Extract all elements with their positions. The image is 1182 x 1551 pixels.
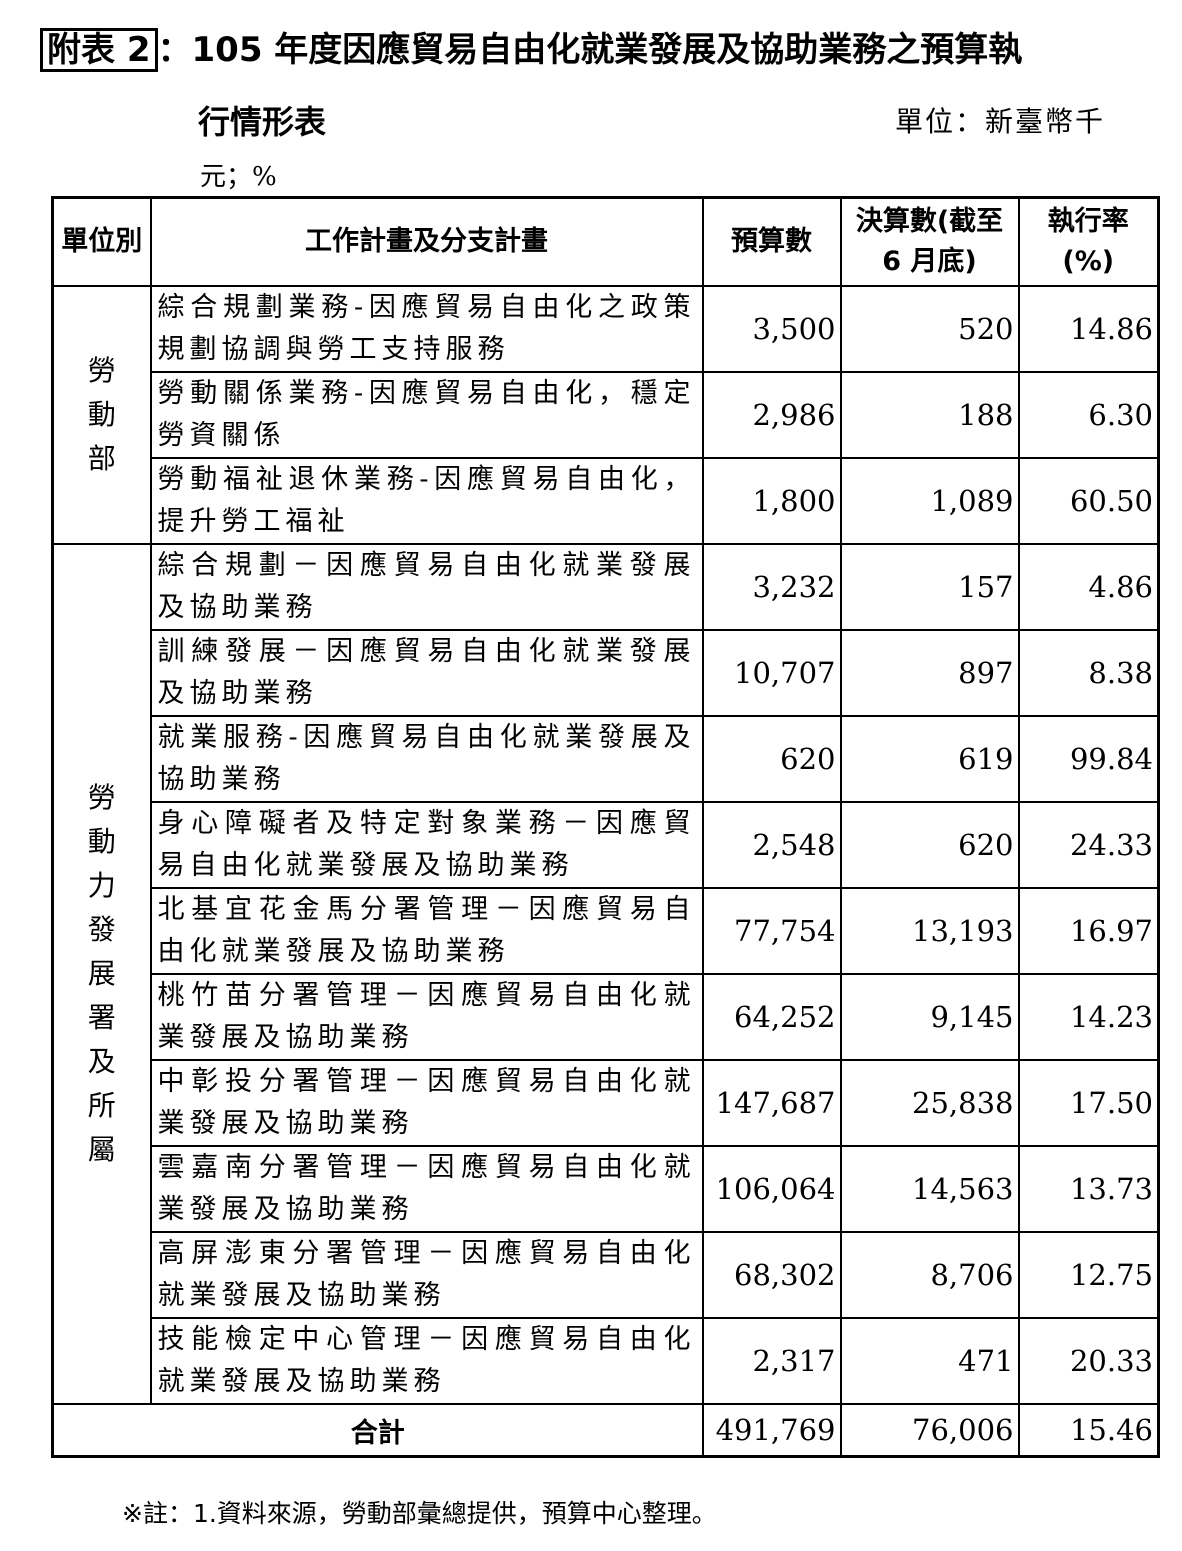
rate-cell: 4.86 xyxy=(1017,543,1160,631)
rate-cell: 24.33 xyxy=(1017,801,1160,889)
plan-cell: 桃竹苗分署管理－因應貿易自由化就業發展及協助業務 xyxy=(149,973,704,1061)
column-header: 預算數 xyxy=(701,196,842,287)
rate-cell: 14.23 xyxy=(1017,973,1160,1061)
table-row: 技能檢定中心管理－因應貿易自由化就業發展及協助業務 2,317 471 20.33 xyxy=(53,1317,1160,1405)
budget-cell: 2,317 xyxy=(701,1317,842,1405)
total-label: 合計 xyxy=(51,1403,704,1458)
rate-cell: 13.73 xyxy=(1017,1145,1160,1233)
budget-cell: 1,800 xyxy=(701,457,842,545)
plan-cell: 中彰投分署管理－因應貿易自由化就業發展及協助業務 xyxy=(149,1059,704,1147)
plan-cell: 訓練發展－因應貿易自由化就業發展及協助業務 xyxy=(149,629,704,717)
actual-cell: 619 xyxy=(839,715,1020,803)
actual-cell: 14,563 xyxy=(839,1145,1020,1233)
actual-cell: 157 xyxy=(839,543,1020,631)
table-row: 勞動部 綜合規劃業務-因應貿易自由化之政策規劃協調與勞工支持服務 3,500 520 1… xyxy=(51,285,1160,545)
budget-cell: 2,548 xyxy=(701,801,842,889)
plan-cell: 技能檢定中心管理－因應貿易自由化就業發展及協助業務 xyxy=(149,1317,704,1405)
budget-cell: 77,754 xyxy=(701,887,842,975)
budget-cell: 2,986 xyxy=(701,371,842,459)
plan-cell: 高屏澎東分署管理－因應貿易自由化就業發展及協助業務 xyxy=(149,1231,704,1319)
actual-cell: 620 xyxy=(839,801,1020,889)
title-line-1: ：105 年度因應貿易自由化就業發展及協助業務之預算執 xyxy=(157,30,1023,70)
budget-table: 單位別 工作計畫及分支計畫 預算數 決算數(截至 6 月底) 執行率(%) 勞動部綜合規… xyxy=(51,196,1160,1458)
document-title: 附表 2 ：105 年度因應貿易自由化就業發展及協助業務之預算執 xyxy=(40,28,1022,72)
actual-cell: 13,193 xyxy=(839,887,1020,975)
actual-cell: 520 xyxy=(839,285,1020,373)
budget-cell: 620 xyxy=(701,715,842,803)
title-line-2: 行情形表 xyxy=(198,103,327,141)
plan-cell: 綜合規劃業務-因應貿易自由化之政策規劃協調與勞工支持服務 xyxy=(149,285,704,373)
table-row: 勞動關係業務-因應貿易自由化，穩定勞資關係 2,986 188 6.30 xyxy=(53,371,1160,459)
unit-name: 勞動部 xyxy=(87,354,116,475)
table-row: 訓練發展－因應貿易自由化就業發展及協助業務 10,707 897 8.38 xyxy=(53,629,1160,717)
unit-label: 單位：新臺幣千 xyxy=(895,105,1106,138)
table-row: 身心障礙者及特定對象業務－因應貿易自由化就業發展及協助業務 2,548 620 24.… xyxy=(53,801,1160,889)
table-row: 高屏澎東分署管理－因應貿易自由化就業發展及協助業務 68,302 8,706 12.7… xyxy=(53,1231,1160,1319)
plan-cell: 勞動關係業務-因應貿易自由化，穩定勞資關係 xyxy=(149,371,704,459)
rate-cell: 99.84 xyxy=(1017,715,1160,803)
appendix-tag: 附表 2 xyxy=(40,28,158,72)
unit-cell: 勞動部 xyxy=(51,285,152,545)
budget-cell: 10,707 xyxy=(701,629,842,717)
column-header: 工作計畫及分支計畫 xyxy=(149,196,704,287)
table-row: 勞動福祉退休業務-因應貿易自由化，提升勞工福祉 1,800 1,089 60.50 xyxy=(53,457,1160,545)
budget-cell: 3,232 xyxy=(701,543,842,631)
unit-cell: 勞動力發展署及所屬 xyxy=(51,543,152,1405)
actual-cell: 25,838 xyxy=(839,1059,1020,1147)
unit-label-cont: 元；% xyxy=(200,162,277,192)
table-row: 桃竹苗分署管理－因應貿易自由化就業發展及協助業務 64,252 9,145 14.23 xyxy=(53,973,1160,1061)
total-rate: 15.46 xyxy=(1017,1403,1160,1458)
actual-cell: 471 xyxy=(839,1317,1020,1405)
budget-cell: 3,500 xyxy=(701,285,842,373)
rate-cell: 20.33 xyxy=(1017,1317,1160,1405)
table-row: 就業服務-因應貿易自由化就業發展及協助業務 620 619 99.84 xyxy=(53,715,1160,803)
column-header: 單位別 xyxy=(51,196,152,287)
rate-cell: 14.86 xyxy=(1017,285,1160,373)
budget-cell: 106,064 xyxy=(701,1145,842,1233)
plan-cell: 勞動福祉退休業務-因應貿易自由化，提升勞工福祉 xyxy=(149,457,704,545)
plan-cell: 綜合規劃－因應貿易自由化就業發展及協助業務 xyxy=(149,543,704,631)
total-actual: 76,006 xyxy=(839,1403,1020,1458)
plan-cell: 就業服務-因應貿易自由化就業發展及協助業務 xyxy=(149,715,704,803)
actual-cell: 1,089 xyxy=(839,457,1020,545)
unit-name: 勞動力發展署及所屬 xyxy=(87,781,116,1166)
column-header: 執行率(%) xyxy=(1017,196,1160,287)
column-header: 決算數(截至 6 月底) xyxy=(839,196,1020,287)
total-row: 合計 491,769 76,006 15.46 xyxy=(51,1403,1160,1458)
actual-cell: 9,145 xyxy=(839,973,1020,1061)
actual-cell: 188 xyxy=(839,371,1020,459)
plan-cell: 身心障礙者及特定對象業務－因應貿易自由化就業發展及協助業務 xyxy=(149,801,704,889)
rate-cell: 60.50 xyxy=(1017,457,1160,545)
table-row: 勞動力發展署及所屬 綜合規劃－因應貿易自由化就業發展及協助業務 3,232 157 4.… xyxy=(51,543,1160,1405)
rate-cell: 16.97 xyxy=(1017,887,1160,975)
footnote: ※註：1.資料來源，勞動部彙總提供，預算中心整理。 xyxy=(122,1499,717,1528)
actual-cell: 8,706 xyxy=(839,1231,1020,1319)
table-row: 雲嘉南分署管理－因應貿易自由化就業發展及協助業務 106,064 14,563 13.… xyxy=(53,1145,1160,1233)
rate-cell: 8.38 xyxy=(1017,629,1160,717)
table-row: 中彰投分署管理－因應貿易自由化就業發展及協助業務 147,687 25,838 17.… xyxy=(53,1059,1160,1147)
rate-cell: 12.75 xyxy=(1017,1231,1160,1319)
rate-cell: 6.30 xyxy=(1017,371,1160,459)
total-budget: 491,769 xyxy=(701,1403,842,1458)
plan-cell: 雲嘉南分署管理－因應貿易自由化就業發展及協助業務 xyxy=(149,1145,704,1233)
budget-cell: 64,252 xyxy=(701,973,842,1061)
table-row: 北基宜花金馬分署管理－因應貿易自由化就業發展及協助業務 77,754 13,193 1… xyxy=(53,887,1160,975)
budget-cell: 147,687 xyxy=(701,1059,842,1147)
rate-cell: 17.50 xyxy=(1017,1059,1160,1147)
budget-cell: 68,302 xyxy=(701,1231,842,1319)
actual-cell: 897 xyxy=(839,629,1020,717)
plan-cell: 北基宜花金馬分署管理－因應貿易自由化就業發展及協助業務 xyxy=(149,887,704,975)
